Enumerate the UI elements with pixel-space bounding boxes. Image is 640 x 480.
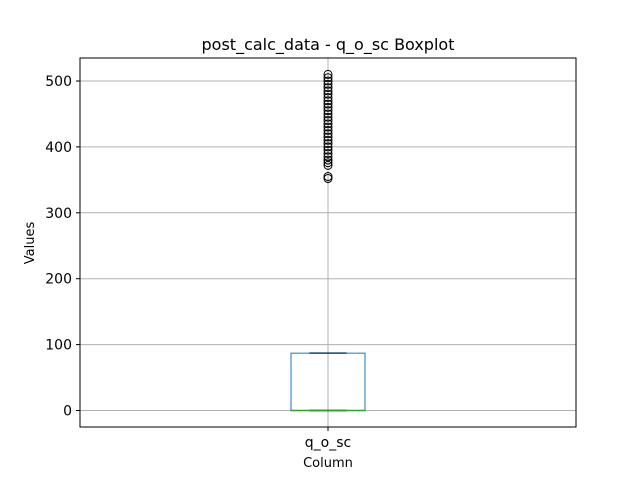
outlier-point [323,102,333,112]
y-tick-label: 100 [45,338,72,354]
y-tick-label: 500 [45,74,72,90]
outlier-point [323,119,333,129]
outlier-point [323,83,333,93]
outlier-point [323,79,333,89]
y-tick-label: 200 [45,272,72,288]
y-tick-label: 400 [45,140,72,156]
x-axis-label: Column [303,456,353,471]
outlier-point [323,73,333,83]
outlier-point [323,99,333,109]
outlier-point [323,139,333,149]
outlier-point [323,92,333,102]
outlier-point [323,129,333,139]
y-tick-label: 0 [63,404,72,420]
outlier-point [323,116,333,126]
x-tick-label: q_o_sc [305,435,351,451]
outlier-point [323,145,333,155]
outlier-point [323,152,333,162]
outlier-point [323,125,333,135]
outlier-point [323,86,333,96]
chart-title: post_calc_data - q_o_sc Boxplot [202,35,455,55]
outlier-point [323,109,333,119]
outlier-point [323,76,333,86]
outlier-point [323,160,333,170]
outlier-point [323,132,333,142]
outlier-point [323,122,333,132]
x-axis-ticks: q_o_sc [305,427,351,451]
outlier-point [323,155,333,165]
y-axis-label: Values [23,222,38,265]
outlier-point [323,106,333,116]
outlier-point [323,148,333,158]
outlier-point [323,158,333,168]
plot-area [290,69,366,412]
outlier-point [323,96,333,106]
y-axis-ticks: 0 100 200 300 400 500 [45,74,80,420]
y-tick-label: 300 [45,206,72,222]
outlier-point [323,172,333,182]
outlier-point [323,69,333,79]
outlier-point [323,89,333,99]
outlier-point [323,112,333,122]
outlier-point [323,142,333,152]
outlier-point [323,135,333,145]
